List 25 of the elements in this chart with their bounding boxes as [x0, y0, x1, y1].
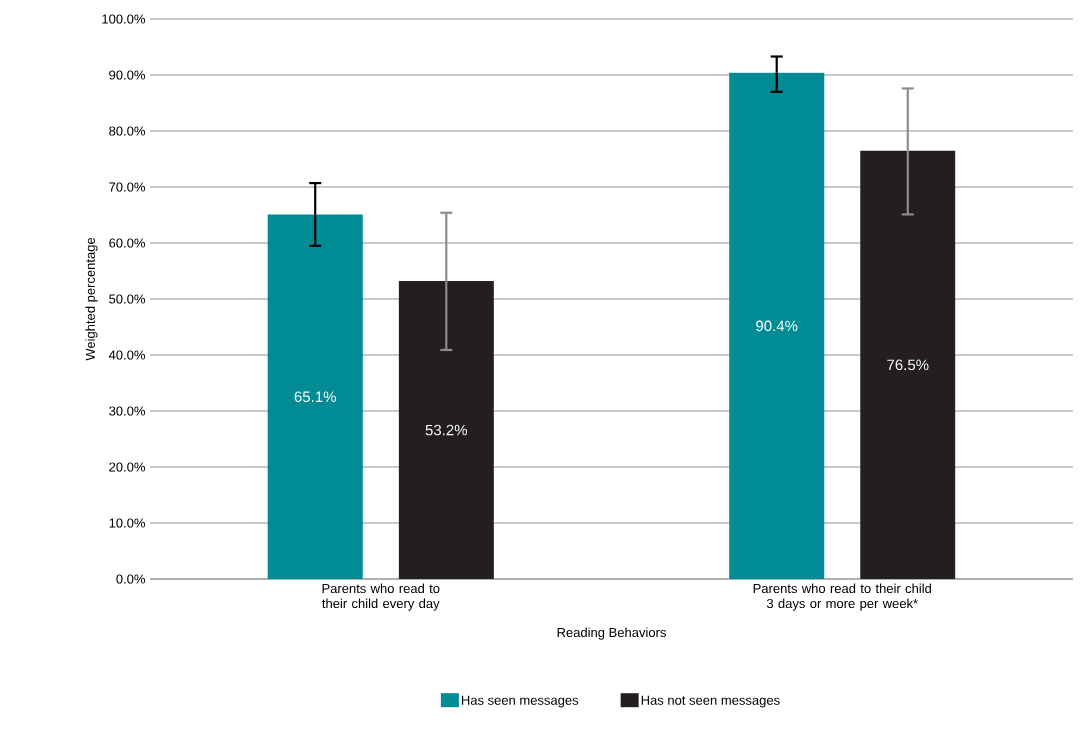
y-tick-label: 60.0%	[109, 238, 146, 248]
legend-label: Has seen messages	[461, 695, 579, 708]
y-tick-label: 0.0%	[116, 574, 146, 584]
x-tick-label: Parents who read to their child 3 days or more per week*	[753, 583, 931, 611]
y-tick-label: 100.0%	[102, 14, 146, 24]
y-tick-label: 80.0%	[109, 126, 146, 136]
data-label: 53.2%	[425, 424, 468, 436]
data-label: 76.5%	[887, 359, 929, 371]
y-tick-label: 10.0%	[109, 518, 146, 528]
data-label: 65.1%	[294, 391, 336, 403]
data-label: 90.4%	[756, 320, 798, 332]
y-tick-label: 40.0%	[108, 350, 146, 360]
x-tick-label: Parents who read to their child every day	[322, 583, 440, 611]
bar	[860, 150, 956, 579]
y-tick-label: 70.0%	[109, 182, 146, 192]
bar	[398, 281, 494, 579]
y-tick-label: 50.0%	[109, 294, 146, 304]
bar	[729, 72, 825, 579]
bar	[267, 214, 363, 579]
legend-label: Has not seen messages	[641, 695, 780, 708]
y-tick-label: 30.0%	[109, 406, 146, 416]
x-axis-title: Reading Behaviors	[557, 627, 666, 640]
y-axis-title: Weighted percentage	[85, 237, 98, 361]
y-tick-label: 20.0%	[109, 462, 146, 472]
y-tick-label: 90.0%	[109, 70, 146, 80]
